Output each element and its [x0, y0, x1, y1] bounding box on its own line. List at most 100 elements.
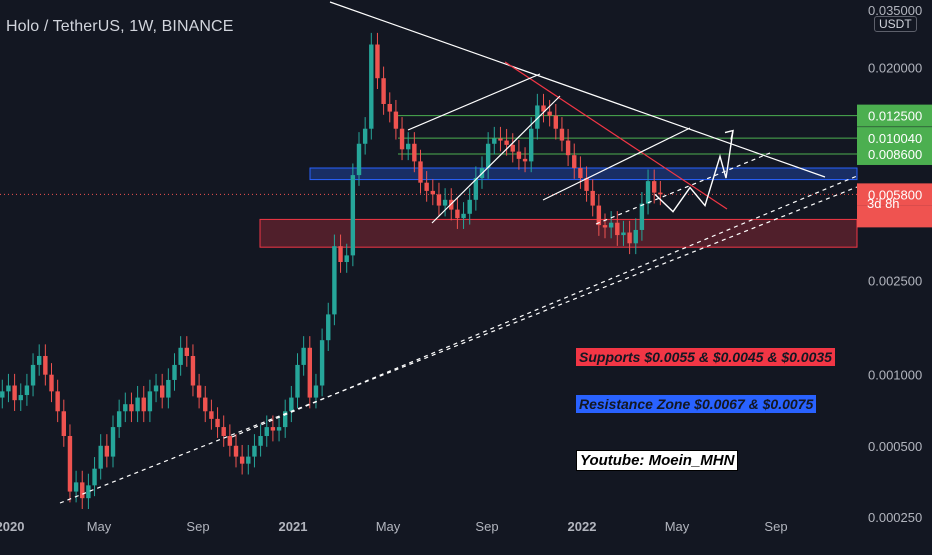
candle-body — [602, 225, 608, 228]
candle-body — [289, 397, 294, 412]
candle-body — [461, 213, 466, 219]
candle-body — [578, 168, 583, 179]
candle-body — [258, 436, 263, 446]
countdown-bg — [857, 205, 932, 228]
candle-body — [73, 482, 79, 492]
bar-countdown: 3d 8h — [867, 196, 900, 211]
candle-body — [295, 364, 300, 398]
candle-body — [529, 128, 534, 162]
candle-body — [129, 404, 134, 412]
candle-body — [233, 445, 239, 457]
price-axis-label: 0.002500 — [868, 274, 922, 289]
price-axis-label: 0.008600 — [868, 147, 922, 162]
candle-body — [350, 175, 356, 256]
triangle-support-dashed — [595, 152, 771, 225]
candle-body — [86, 485, 91, 499]
candle-body — [547, 111, 552, 116]
candle-body — [621, 232, 626, 236]
channel-lower-line — [431, 95, 561, 224]
candle-body — [246, 456, 251, 464]
price-axis-label: 0.020000 — [868, 60, 922, 75]
candle-body — [0, 391, 5, 398]
symbol-title: Holo / TetherUS, 1W, BINANCE — [6, 18, 234, 35]
candle-body — [492, 138, 497, 144]
candle-body — [166, 379, 171, 398]
price-label-bg — [857, 183, 932, 206]
candle-body — [387, 103, 392, 112]
resistance-label: Resistance Zone $0.0067 & $0.0075 — [576, 395, 817, 413]
candle-body — [455, 209, 460, 219]
candle-body — [172, 364, 177, 380]
candle-body — [92, 468, 97, 486]
candle-body — [553, 115, 558, 129]
candle-body — [104, 445, 110, 457]
candle-body — [645, 181, 651, 204]
time-axis-label: May — [665, 519, 690, 534]
candle-body — [572, 155, 577, 169]
candle-body — [338, 246, 343, 262]
candle-body — [596, 205, 602, 226]
candle-body — [590, 190, 595, 206]
candle-body — [55, 391, 60, 412]
candle-body — [301, 347, 306, 365]
candle-body — [184, 347, 189, 356]
price-axis-label: 0.000500 — [868, 439, 922, 454]
price-label-bg — [857, 142, 932, 165]
candle-body — [116, 411, 122, 428]
candle-body — [141, 397, 146, 412]
candle-body — [43, 355, 48, 375]
candle-body — [436, 194, 442, 206]
candle-body — [123, 404, 128, 412]
candle-body — [418, 161, 423, 183]
support-zone — [259, 218, 858, 248]
projection-arrowhead — [724, 129, 734, 140]
long-support-dashed — [59, 186, 858, 504]
price-label-bg — [857, 104, 932, 127]
candle-body — [559, 128, 565, 141]
candle-body — [535, 105, 540, 129]
channel-upper-line — [407, 73, 541, 131]
time-axis-label: Sep — [475, 519, 498, 534]
candle-body — [565, 140, 571, 156]
time-axis-label: Sep — [764, 519, 787, 534]
candle-body — [270, 427, 276, 431]
candle-body — [658, 192, 663, 195]
candle-body — [24, 385, 30, 396]
candle-body — [98, 445, 103, 469]
candle-body — [510, 144, 515, 152]
descending-trendline — [329, 1, 826, 178]
candle-body — [135, 397, 140, 412]
candle-body — [203, 397, 208, 412]
price-axis-label: 0.005800 — [868, 187, 922, 202]
candle-body — [307, 347, 312, 398]
candle-body — [252, 445, 257, 457]
price-axis-label: 0.010040 — [868, 131, 922, 146]
projection-path — [654, 130, 734, 213]
candle-body — [147, 391, 153, 412]
candle-body — [652, 181, 657, 193]
candle-body — [498, 138, 503, 141]
candle-body — [473, 178, 479, 200]
candle-body — [190, 355, 196, 386]
candle-body — [110, 427, 116, 457]
candle-body — [6, 385, 11, 392]
candle-body — [412, 143, 417, 162]
candle-body — [49, 374, 54, 392]
time-axis-label: 2020 — [0, 519, 24, 534]
candle-body — [326, 314, 331, 341]
candle-body — [67, 436, 73, 492]
price-axis-label: 0.001000 — [868, 368, 922, 383]
candle-body — [541, 105, 546, 112]
resistance-zone — [309, 167, 858, 181]
candle-body — [584, 178, 589, 191]
candle-body — [276, 427, 282, 431]
candle-body — [504, 140, 509, 145]
candle-body — [467, 199, 472, 214]
candle-body — [283, 411, 288, 428]
currency-badge[interactable]: USDT — [874, 16, 917, 32]
supports-label: Supports $0.0055 & $0.0045 & $0.0035 — [576, 348, 835, 366]
candle-body — [633, 229, 638, 244]
time-axis-label: 2022 — [568, 519, 597, 534]
